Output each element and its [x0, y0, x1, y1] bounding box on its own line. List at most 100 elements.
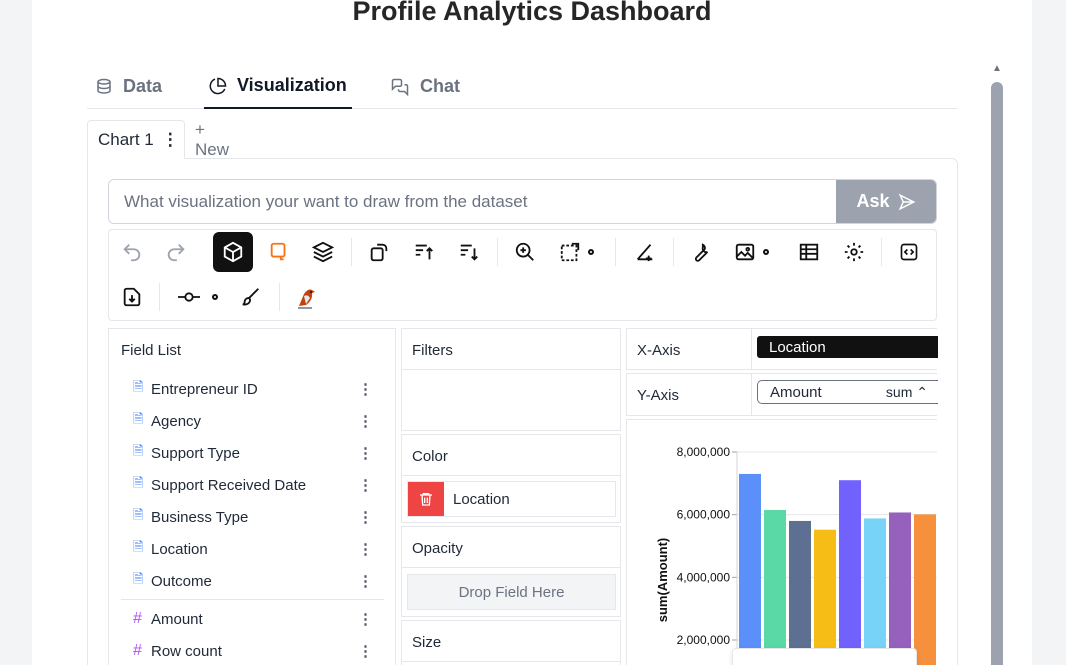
layers-icon[interactable] [303, 232, 343, 272]
zoom-icon[interactable] [505, 232, 545, 272]
field-name: Location [151, 540, 208, 558]
field-menu-icon[interactable]: ⋮ [358, 381, 373, 398]
undo-icon[interactable] [112, 232, 152, 272]
chart-tab-1[interactable]: Chart 1 ⋮ [87, 120, 185, 159]
resize-icon[interactable] [550, 232, 590, 272]
field-item[interactable]: 🗎 Location ⋮ [133, 537, 373, 561]
field-menu-icon[interactable]: ⋮ [358, 611, 373, 628]
axis-icon[interactable] [625, 232, 665, 272]
field-menu-icon[interactable]: ⋮ [358, 477, 373, 494]
field-item[interactable]: # Row count ⋮ [133, 639, 373, 663]
tab-data-label: Data [123, 76, 163, 96]
aggregation-select[interactable]: sum ⌃ [886, 384, 928, 401]
scrollbar-thumb[interactable] [991, 82, 1003, 665]
toolbar-divider [881, 238, 882, 266]
field-item[interactable]: 🗎 Support Received Date ⋮ [133, 473, 373, 497]
remove-field-button[interactable] [408, 482, 444, 516]
y-tick-label: 8,000,000 [677, 445, 731, 459]
dimension-field-icon: 🗎 [133, 475, 144, 490]
cube-icon[interactable] [213, 232, 253, 272]
field-menu-icon[interactable]: ⋮ [358, 413, 373, 430]
field-item[interactable]: 🗎 Agency ⋮ [133, 409, 373, 433]
field-menu-icon[interactable]: ⋮ [358, 573, 373, 590]
bar[interactable] [764, 509, 786, 665]
gear-icon[interactable] [834, 232, 874, 272]
trash-icon [420, 493, 432, 506]
export-icon[interactable] [112, 277, 152, 317]
x-field-chip[interactable]: Location [757, 336, 938, 358]
visualization-query-input[interactable]: What visualization your want to draw fro… [109, 180, 838, 223]
color-slot: Location [401, 475, 621, 523]
code-icon[interactable] [889, 232, 929, 272]
kebab-menu-icon[interactable]: ⋮ [161, 129, 179, 149]
x-axis-header: X-Axis [626, 328, 752, 370]
field-item[interactable]: 🗎 Entrepreneur ID ⋮ [133, 377, 373, 401]
settings-small-icon[interactable] [579, 232, 603, 272]
image-icon[interactable] [725, 232, 765, 272]
bar[interactable] [889, 512, 911, 665]
field-item[interactable]: # Amount ⋮ [133, 607, 373, 631]
size-label: Size [412, 633, 442, 651]
line-icon[interactable] [169, 277, 209, 317]
chart-panel [87, 158, 958, 665]
field-list-panel: Field List 🗎 Entrepreneur ID ⋮ 🗎 Agency ⋮ 🗎 S… [108, 328, 396, 665]
field-item[interactable]: 🗎 Outcome ⋮ [133, 569, 373, 593]
tab-visualization[interactable]: Visualization [204, 64, 352, 109]
bar[interactable] [789, 520, 811, 665]
opacity-drop-zone[interactable]: Drop Field Here [407, 574, 616, 610]
y-tick-label: 2,000,000 [677, 633, 731, 647]
database-icon [97, 78, 111, 94]
bar[interactable] [814, 529, 836, 665]
bar[interactable] [739, 473, 761, 665]
y-tick-label: 6,000,000 [677, 508, 731, 522]
toolbar-divider [279, 283, 280, 311]
sort-asc-icon[interactable] [404, 232, 444, 272]
field-menu-icon[interactable]: ⋮ [358, 643, 373, 660]
y-field-name: Amount [770, 383, 822, 401]
chart-toolbar [108, 229, 937, 321]
line-settings-icon[interactable] [203, 277, 227, 317]
y-tick-label: 4,000,000 [677, 570, 731, 584]
bar[interactable] [914, 514, 936, 665]
image-settings-icon[interactable] [754, 232, 778, 272]
brush-select-icon[interactable] [259, 232, 299, 272]
color-field-chip[interactable]: Location [407, 481, 616, 517]
pie-chart-icon [209, 77, 227, 94]
new-chart-button[interactable]: + New [195, 119, 230, 159]
field-item[interactable]: 🗎 Business Type ⋮ [133, 505, 373, 529]
y-field-chip[interactable]: Amount sum ⌃ [757, 380, 938, 404]
bar[interactable] [864, 518, 886, 665]
color-header: Color [401, 434, 621, 476]
paint-brush-icon[interactable] [231, 277, 271, 317]
tab-visualization-label: Visualization [237, 75, 347, 95]
toolbar-divider [351, 238, 352, 266]
color-label: Color [412, 447, 448, 465]
bar[interactable] [839, 480, 861, 665]
scroll-up-arrow-icon[interactable]: ▲ [992, 62, 1002, 74]
bird-icon[interactable] [287, 277, 327, 317]
x-axis-label: X-Axis [637, 341, 681, 359]
field-menu-icon[interactable]: ⋮ [358, 509, 373, 526]
transpose-icon[interactable] [359, 232, 399, 272]
sort-desc-icon[interactable] [449, 232, 489, 272]
ask-button[interactable]: Ask [836, 180, 936, 223]
table-icon[interactable] [789, 232, 829, 272]
filters-drop-zone[interactable] [401, 369, 621, 431]
tab-chat[interactable]: Chat [390, 64, 460, 109]
toolbar-divider [497, 238, 498, 266]
tab-data[interactable]: Data [95, 64, 162, 109]
field-menu-icon[interactable]: ⋮ [358, 541, 373, 558]
filters-label: Filters [412, 341, 453, 359]
aggregation-value: sum [885, 383, 913, 400]
y-axis-slot: Amount sum ⌃ [751, 373, 938, 416]
size-drop-zone[interactable] [401, 661, 621, 665]
dimension-field-icon: 🗎 [133, 571, 144, 586]
field-item[interactable]: 🗎 Support Type ⋮ [133, 441, 373, 465]
main-tabs: Data Visualization Chat [87, 64, 958, 109]
wrench-icon[interactable] [681, 232, 721, 272]
redo-icon[interactable] [156, 232, 196, 272]
chart-tooltip [732, 648, 917, 665]
dimension-field-icon: 🗎 [133, 539, 144, 554]
measure-field-icon: # [133, 642, 142, 659]
field-menu-icon[interactable]: ⋮ [358, 445, 373, 462]
